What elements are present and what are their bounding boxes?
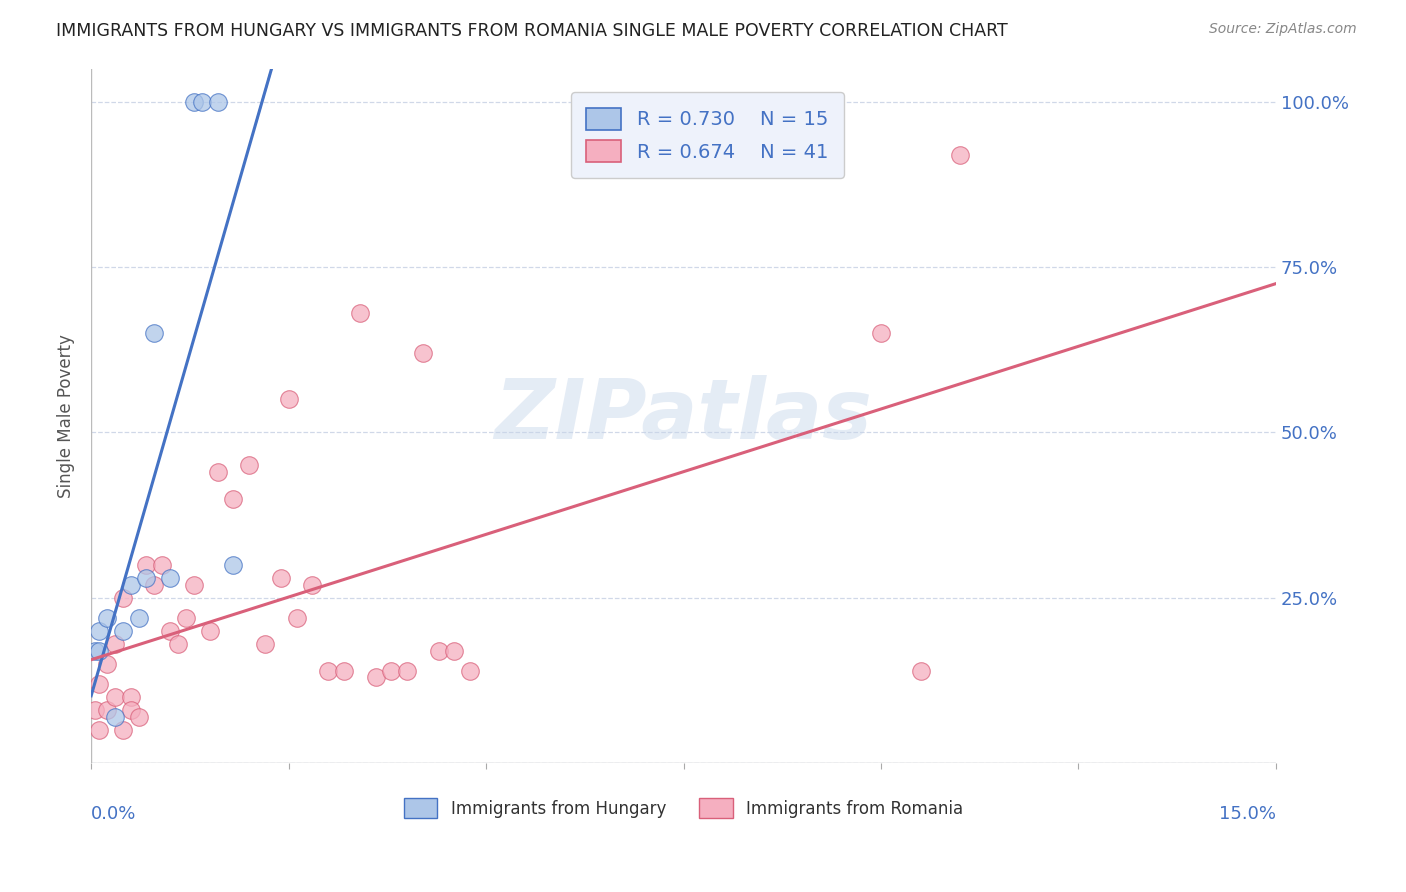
Text: Source: ZipAtlas.com: Source: ZipAtlas.com [1209, 22, 1357, 37]
Point [207, 95, 229, 109]
Point [285, 610, 308, 624]
Point [333, 664, 356, 678]
Point [96, 610, 118, 624]
Point [316, 664, 339, 678]
Point [150, 558, 173, 572]
Point [183, 95, 205, 109]
Point [910, 664, 932, 678]
Point [183, 577, 205, 591]
Point [111, 624, 134, 638]
Point [143, 577, 166, 591]
Point [458, 664, 481, 678]
Point [104, 710, 127, 724]
Point [301, 577, 323, 591]
Point [253, 637, 276, 651]
Point [111, 591, 134, 605]
Point [222, 558, 245, 572]
Point [949, 147, 972, 161]
Y-axis label: Single Male Poverty: Single Male Poverty [58, 334, 75, 498]
Point [349, 306, 371, 320]
Point [412, 346, 434, 360]
Point [427, 643, 450, 657]
Point [96, 657, 118, 671]
Point [120, 577, 142, 591]
Text: IMMIGRANTS FROM HUNGARY VS IMMIGRANTS FROM ROMANIA SINGLE MALE POVERTY CORRELATI: IMMIGRANTS FROM HUNGARY VS IMMIGRANTS FR… [56, 22, 1008, 40]
Point [128, 610, 150, 624]
Point [380, 664, 402, 678]
Point [190, 95, 212, 109]
Point [120, 703, 142, 717]
Point [111, 723, 134, 737]
Point [87, 723, 110, 737]
Point [87, 643, 110, 657]
Point [238, 458, 260, 473]
Point [84, 643, 107, 657]
Point [135, 558, 157, 572]
Point [222, 491, 245, 506]
Point [396, 664, 419, 678]
Point [207, 465, 229, 479]
Point [364, 670, 387, 684]
Point [174, 610, 197, 624]
Point [159, 624, 181, 638]
Point [104, 637, 127, 651]
Point [104, 690, 127, 704]
Legend: Immigrants from Hungary, Immigrants from Romania: Immigrants from Hungary, Immigrants from… [398, 792, 970, 824]
Text: 15.0%: 15.0% [1219, 805, 1277, 822]
Text: 0.0%: 0.0% [91, 805, 136, 822]
Point [270, 571, 292, 585]
Point [443, 643, 465, 657]
Point [870, 326, 893, 340]
Point [135, 571, 157, 585]
Point [198, 624, 221, 638]
Point [167, 637, 190, 651]
Point [96, 703, 118, 717]
Point [120, 690, 142, 704]
Point [128, 710, 150, 724]
Point [159, 571, 181, 585]
Text: ZIPatlas: ZIPatlas [495, 376, 873, 457]
Point [143, 326, 166, 340]
Point [87, 624, 110, 638]
Point [87, 677, 110, 691]
Point [277, 392, 299, 407]
Point [84, 703, 107, 717]
